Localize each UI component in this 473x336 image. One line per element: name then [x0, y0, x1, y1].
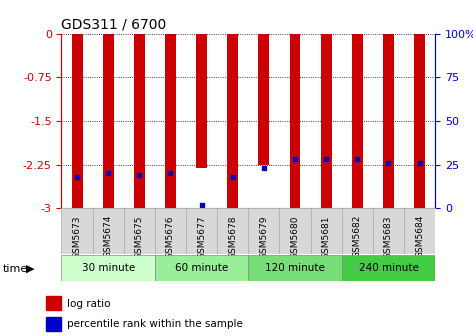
Bar [46, 296, 61, 310]
Text: GSM5678: GSM5678 [228, 215, 237, 259]
Text: GSM5675: GSM5675 [135, 215, 144, 259]
Bar [134, 34, 145, 208]
Text: 60 minute: 60 minute [175, 263, 228, 273]
FancyBboxPatch shape [155, 208, 186, 254]
FancyBboxPatch shape [248, 255, 342, 281]
Bar [46, 317, 61, 331]
Text: GSM5674: GSM5674 [104, 215, 113, 258]
FancyBboxPatch shape [61, 255, 155, 281]
Text: log ratio: log ratio [67, 299, 111, 308]
Bar [228, 34, 238, 208]
Text: GSM5676: GSM5676 [166, 215, 175, 259]
Text: 240 minute: 240 minute [359, 263, 419, 273]
Text: 120 minute: 120 minute [265, 263, 325, 273]
Bar [103, 34, 114, 208]
Text: GSM5681: GSM5681 [322, 215, 331, 259]
FancyBboxPatch shape [248, 208, 280, 254]
FancyBboxPatch shape [342, 208, 373, 254]
Bar [196, 34, 207, 168]
FancyBboxPatch shape [373, 208, 404, 254]
Bar [165, 34, 176, 208]
Bar [321, 34, 332, 208]
Text: percentile rank within the sample: percentile rank within the sample [67, 319, 243, 329]
FancyBboxPatch shape [124, 208, 155, 254]
FancyBboxPatch shape [311, 208, 342, 254]
FancyBboxPatch shape [342, 255, 435, 281]
Text: ▶: ▶ [26, 264, 35, 274]
FancyBboxPatch shape [93, 208, 124, 254]
Text: GDS311 / 6700: GDS311 / 6700 [61, 17, 167, 31]
FancyBboxPatch shape [280, 208, 311, 254]
Text: GSM5679: GSM5679 [259, 215, 268, 259]
Bar [383, 34, 394, 208]
Text: GSM5673: GSM5673 [72, 215, 81, 259]
Text: GSM5677: GSM5677 [197, 215, 206, 259]
Text: time: time [2, 264, 27, 274]
FancyBboxPatch shape [217, 208, 248, 254]
Bar [414, 34, 425, 208]
Text: GSM5684: GSM5684 [415, 215, 424, 258]
FancyBboxPatch shape [186, 208, 217, 254]
Bar [71, 34, 82, 208]
Bar [352, 34, 363, 208]
FancyBboxPatch shape [61, 208, 93, 254]
FancyBboxPatch shape [404, 208, 435, 254]
Text: GSM5680: GSM5680 [290, 215, 299, 259]
FancyBboxPatch shape [155, 255, 248, 281]
Text: 30 minute: 30 minute [81, 263, 135, 273]
Bar [258, 34, 269, 165]
Text: GSM5682: GSM5682 [353, 215, 362, 258]
Text: GSM5683: GSM5683 [384, 215, 393, 259]
Bar [289, 34, 300, 208]
